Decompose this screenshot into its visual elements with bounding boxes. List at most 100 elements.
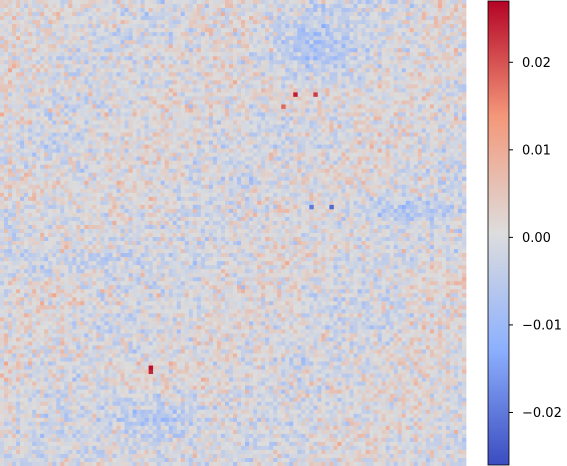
- heatmap-cell: [164, 168, 170, 174]
- heatmap-cell: [249, 32, 254, 37]
- heatmap-cell: [345, 132, 350, 137]
- heatmap-cell: [325, 144, 330, 150]
- heatmap-cell: [409, 40, 415, 45]
- heatmap-cell: [301, 116, 306, 121]
- heatmap-cell: [385, 168, 391, 174]
- heatmap-cell: [421, 160, 427, 166]
- heatmap-cell: [417, 120, 423, 125]
- heatmap-cell: [333, 24, 338, 29]
- heatmap-cell: [353, 156, 358, 162]
- heatmap-cell: [32, 164, 37, 170]
- heatmap-cell: [329, 28, 334, 33]
- heatmap-cell: [281, 0, 286, 5]
- heatmap-cell: [421, 84, 427, 89]
- heatmap-cell: [377, 72, 383, 77]
- heatmap-cell: [220, 124, 226, 129]
- heatmap-cell: [277, 104, 282, 109]
- heatmap-cell: [289, 88, 294, 93]
- heatmap-cell: [233, 132, 238, 137]
- heatmap-cell: [285, 12, 290, 17]
- heatmap-cell: [220, 128, 226, 133]
- heatmap-cell: [417, 140, 423, 146]
- heatmap-cell: [417, 132, 423, 137]
- heatmap-cell: [261, 76, 266, 81]
- heatmap-cell: [164, 64, 170, 69]
- heatmap-cell: [100, 132, 105, 137]
- heatmap-cell: [365, 12, 370, 17]
- heatmap-cell: [12, 36, 17, 41]
- heatmap-cell: [56, 108, 61, 113]
- heatmap-cell: [333, 0, 338, 5]
- heatmap-cell: [4, 136, 9, 142]
- heatmap-cell: [212, 100, 218, 105]
- heatmap-cell: [273, 156, 278, 162]
- heatmap-cell: [341, 36, 346, 41]
- heatmap-cell: [333, 132, 338, 137]
- heatmap-cell: [216, 60, 222, 65]
- heatmap-cell: [176, 64, 182, 69]
- heatmap-cell: [349, 12, 354, 17]
- heatmap-cell: [433, 156, 439, 162]
- heatmap-cell: [289, 84, 294, 89]
- heatmap-cell: [216, 36, 222, 41]
- heatmap-cell: [24, 60, 29, 65]
- heatmap-cell: [277, 88, 282, 93]
- heatmap-cell: [20, 148, 25, 154]
- heatmap-cell: [192, 80, 198, 85]
- heatmap-cell: [453, 64, 459, 69]
- heatmap-cell: [160, 72, 166, 77]
- heatmap-cell: [200, 48, 206, 53]
- heatmap-cell: [369, 24, 375, 29]
- heatmap-cell: [100, 48, 105, 53]
- heatmap-cell: [409, 88, 415, 93]
- heatmap-cell: [377, 80, 383, 85]
- heatmap-cell: [40, 164, 45, 170]
- heatmap-cell: [309, 84, 314, 89]
- heatmap-cell: [353, 128, 358, 133]
- heatmap-cell: [104, 104, 109, 109]
- heatmap-cell: [16, 80, 21, 85]
- heatmap-cell: [369, 44, 375, 49]
- heatmap-cell: [184, 128, 190, 133]
- heatmap-cell: [461, 48, 467, 53]
- heatmap-cell: [120, 64, 125, 69]
- heatmap-cell: [289, 156, 294, 162]
- heatmap-cell: [0, 152, 5, 158]
- heatmap-cell: [257, 40, 262, 45]
- heatmap-cell: [401, 104, 407, 109]
- heatmap-cell: [196, 132, 202, 137]
- heatmap-cell: [429, 56, 435, 61]
- heatmap-cell: [116, 44, 121, 49]
- heatmap-cell: [176, 124, 182, 129]
- heatmap-cell: [293, 40, 298, 45]
- heatmap-cell: [401, 44, 407, 49]
- heatmap-cell: [172, 128, 178, 133]
- heatmap-cell: [385, 156, 391, 162]
- heatmap-cell: [245, 160, 250, 166]
- heatmap-cell: [64, 140, 69, 146]
- heatmap-cell: [389, 96, 395, 101]
- heatmap-cell: [144, 20, 150, 25]
- heatmap-cell: [409, 4, 415, 9]
- heatmap-cell: [188, 4, 194, 9]
- heatmap-cell: [273, 24, 278, 29]
- heatmap-cell: [401, 148, 407, 154]
- heatmap-cell: [128, 76, 133, 81]
- heatmap-cell: [224, 24, 230, 29]
- heatmap-cell: [220, 28, 226, 33]
- heatmap-cell: [357, 80, 362, 85]
- heatmap-cell: [369, 36, 375, 41]
- heatmap-cell: [249, 168, 254, 174]
- heatmap-cell: [224, 80, 230, 85]
- heatmap-cell: [32, 152, 37, 158]
- heatmap-cell: [305, 124, 310, 129]
- heatmap-cell: [413, 168, 419, 174]
- heatmap-cell: [353, 140, 358, 146]
- heatmap-cell: [12, 156, 17, 162]
- heatmap-cell: [48, 20, 53, 25]
- heatmap-cell: [461, 92, 467, 97]
- heatmap-cell: [445, 4, 451, 9]
- heatmap-cell: [216, 164, 222, 170]
- heatmap-cell: [104, 12, 109, 17]
- heatmap-cell: [56, 112, 61, 117]
